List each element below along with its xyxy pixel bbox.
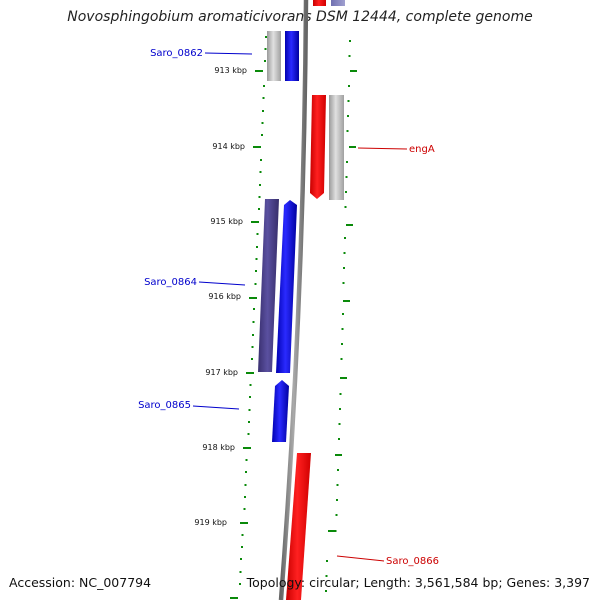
gene-arrow-saro-0862: [285, 31, 299, 81]
gene-arrow-top-slate: [331, 0, 345, 6]
gene-label-saro-0862[interactable]: Saro_0862: [150, 48, 203, 59]
genome-summary-text: Topology: circular; Length: 3,561,584 bp…: [246, 575, 590, 590]
accession-text: Accession: NC_007794: [9, 575, 152, 590]
feature-box-gray: [267, 31, 281, 81]
map-title: Novosphingobium aromaticivorans DSM 1244…: [67, 9, 533, 25]
tick-label: 916 kbp: [208, 292, 241, 301]
gene-label-saro-0864[interactable]: Saro_0864: [144, 277, 197, 288]
tick-label: 919 kbp: [194, 518, 227, 527]
major-ticks: [230, 70, 357, 599]
outer-tick-dots: [239, 36, 267, 585]
genome-backbone: [278, 0, 309, 600]
leader-line-saro-0864: [198, 281, 246, 286]
gene-label-saro-0865[interactable]: Saro_0865: [138, 400, 191, 411]
tick-label: 915 kbp: [210, 217, 243, 226]
inner-tick-dots: [325, 40, 351, 592]
tick-label: 914 kbp: [212, 142, 245, 151]
tick-label: 917 kbp: [205, 368, 238, 377]
feature-box-purple: [258, 199, 279, 372]
leader-line-saro-0866: [336, 555, 385, 562]
gene-arrow-saro-0865: [272, 380, 289, 442]
gene-label-saro-0866[interactable]: Saro_0866: [386, 556, 439, 567]
gene-arrow-top-red: [313, 0, 326, 6]
gene-arrow-saro-0864: [276, 200, 297, 373]
leader-line-enga: [357, 147, 408, 150]
gene-label-enga[interactable]: engA: [409, 144, 435, 155]
gene-arrow-saro-0866: [286, 453, 311, 600]
leader-line-saro-0865: [192, 405, 240, 410]
tick-label: 918 kbp: [202, 443, 235, 452]
leader-line-saro-0862: [204, 52, 253, 55]
feature-box-gray: [329, 95, 344, 200]
tick-label: 913 kbp: [214, 66, 247, 75]
tick-labels: 913 kbp 914 kbp 915 kbp 916 kbp 917 kbp …: [194, 66, 247, 527]
gene-arrow-enga: [310, 95, 326, 199]
